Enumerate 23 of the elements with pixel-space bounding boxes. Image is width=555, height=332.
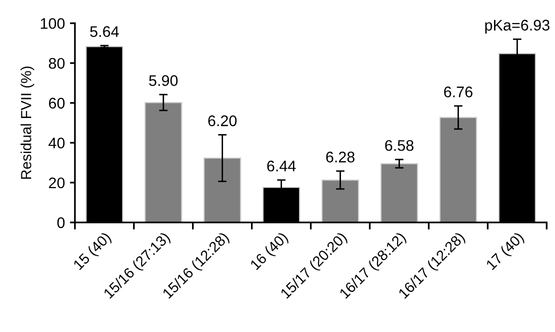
y-tick-label: 0 [57,217,65,228]
y-axis-title: Residual FVII (%) [20,66,34,179]
bar [321,179,360,222]
annotation: 6.76 [444,86,472,98]
x-tick-label: 16 (40) [249,231,290,272]
bar [380,163,418,222]
bar [144,102,182,222]
annotation: pKa=6.93 [485,20,550,34]
annotation: 6.44 [267,160,296,172]
annotation: 5.90 [149,75,178,86]
bar [204,158,242,222]
y-tick-label: 80 [48,58,65,69]
y-tick-label: 100 [40,18,65,29]
y-tick-label: 20 [48,177,65,188]
y-tick-label: 40 [48,138,65,148]
annotation: 6.58 [385,140,414,151]
annotation: 6.20 [208,115,237,126]
x-tick-label: 17 (40) [485,231,526,272]
bar [439,116,478,222]
y-tick-label: 60 [48,98,65,109]
x-tick-label: 15 (40) [72,231,114,272]
annotation: 6.28 [326,152,354,162]
annotation: 5.64 [90,26,119,37]
